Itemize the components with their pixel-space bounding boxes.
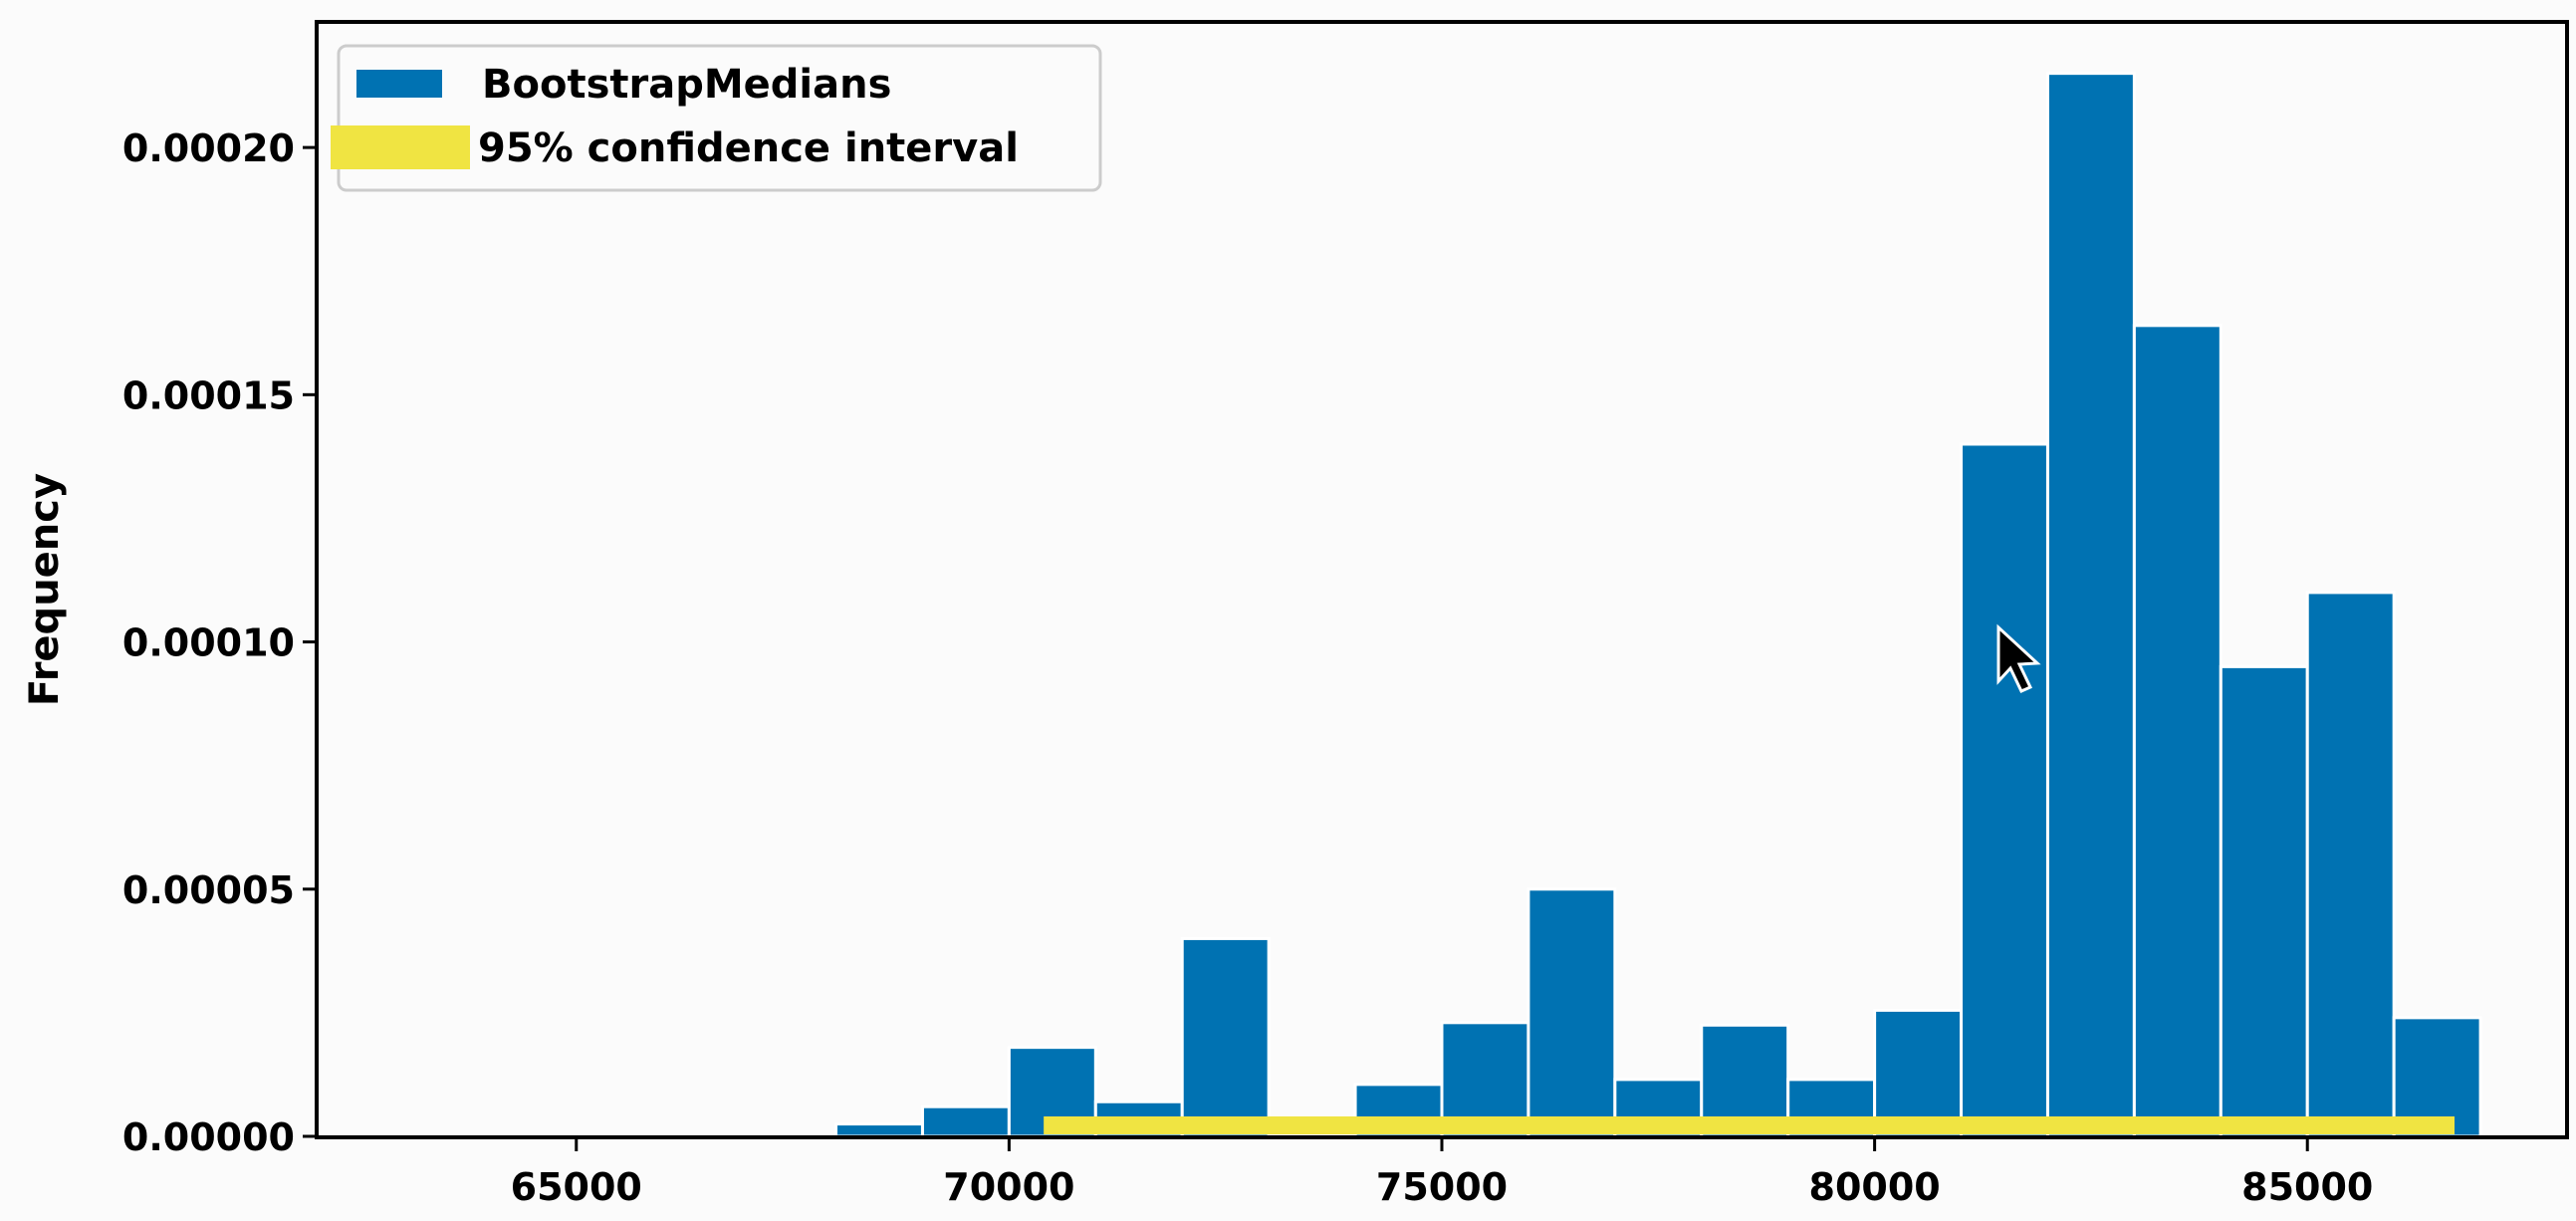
y-tick-label: 0.00020: [122, 126, 295, 170]
cursor-icon: [1996, 623, 2041, 693]
histogram-bars: [834, 72, 2482, 1138]
x-tick-label: 70000: [943, 1165, 1074, 1209]
x-axis: 65000 70000 75000 80000 85000: [511, 1137, 2373, 1209]
legend-swatch-confidence-interval: [331, 125, 470, 169]
histogram-bar: [834, 1122, 924, 1138]
histogram-bar: [1526, 887, 1617, 1138]
y-tick-label: 0.00015: [122, 373, 295, 417]
y-tick-label: 0.00000: [122, 1115, 295, 1159]
y-tick-label: 0.00005: [122, 868, 295, 912]
legend-swatch-bootstrap-medians: [356, 70, 442, 98]
legend: BootstrapMedians 95% confidence interval: [331, 44, 1102, 192]
histogram-bar: [2045, 72, 2136, 1138]
legend-label-bootstrap-medians: BootstrapMedians: [482, 62, 891, 108]
histogram-bar: [920, 1104, 1011, 1138]
confidence-interval-bar: [1044, 1116, 2455, 1134]
x-tick-label: 65000: [511, 1165, 642, 1209]
legend-label-confidence-interval: 95% confidence interval: [478, 125, 1019, 171]
legend-box: [337, 44, 1102, 192]
histogram-bar: [1960, 442, 2049, 1138]
histogram-bar: [2132, 324, 2223, 1138]
histogram-bar: [1180, 936, 1271, 1138]
histogram-bar: [2219, 664, 2309, 1138]
y-axis: 0.00000 0.00005 0.00010 0.00015 0.00020: [122, 126, 317, 1159]
y-axis-title: Frequency: [22, 473, 68, 706]
histogram-bar: [2305, 591, 2396, 1138]
x-tick-label: 75000: [1376, 1165, 1508, 1209]
confidence-interval-layer: [1044, 1116, 2455, 1134]
x-tick-label: 80000: [1809, 1165, 1941, 1209]
x-tick-label: 85000: [2241, 1165, 2373, 1209]
y-tick-label: 0.00010: [122, 621, 295, 665]
